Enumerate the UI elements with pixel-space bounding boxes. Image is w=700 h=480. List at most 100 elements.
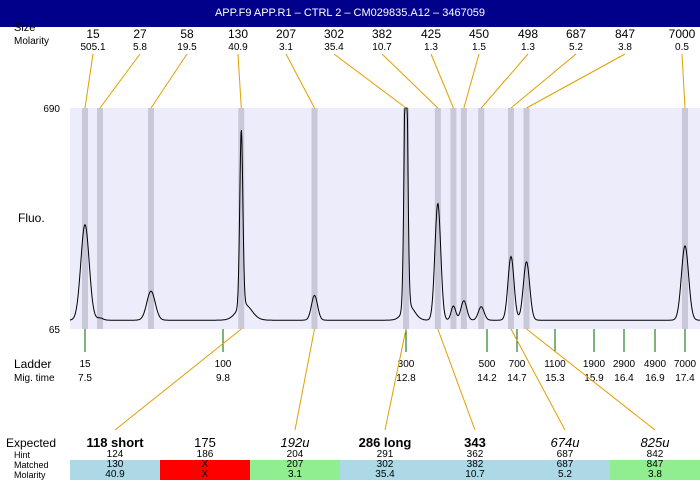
molarity-value: X: [201, 469, 209, 480]
ladder-size-label: 2900: [613, 359, 636, 370]
peak-leader: [480, 53, 529, 109]
peak-molarity-label: 5.8: [133, 42, 147, 53]
ladder-time-label: 16.9: [645, 373, 665, 384]
window-title: APP.F9 APP.R1 – CTRL 2 – CM029835.A12 – …: [214, 7, 486, 19]
expected-label: 175: [194, 435, 216, 450]
ladder-size-label: 7000: [674, 359, 697, 370]
peak-band-8: [460, 108, 467, 329]
matched-value: 687: [556, 459, 574, 470]
fluo-axis-label: Fluo.: [18, 211, 45, 225]
matched-value: 130: [106, 459, 124, 470]
peak-size-label: 498: [518, 27, 538, 41]
ladder-time-label: 12.8: [396, 373, 416, 384]
expected-label: 343: [464, 435, 486, 450]
matched-value: 302: [376, 459, 394, 470]
hint-value: 124: [106, 449, 124, 460]
expected-label: 286 long: [358, 435, 412, 450]
peak-leader: [150, 53, 188, 109]
peak-bands: [82, 108, 688, 329]
peak-leader: [237, 53, 242, 109]
peak-size-label: 207: [276, 27, 296, 41]
peak-leader: [510, 53, 577, 109]
peak-size-label: 15: [86, 27, 100, 41]
ladder-size-label: 1900: [583, 359, 606, 370]
molarity-value: 3.1: [288, 469, 302, 480]
ladder-size-label: 700: [509, 359, 526, 370]
peak-leader: [526, 53, 626, 109]
peak-size-label: 425: [421, 27, 441, 41]
peak-molarity-label: 40.9: [228, 42, 248, 53]
peak-size-label: 7000: [669, 27, 696, 41]
molarity-value: 40.9: [105, 469, 125, 480]
ladder-time-label: 15.9: [584, 373, 604, 384]
peak-band-0: [82, 108, 88, 329]
ladder-size-label: 100: [215, 359, 232, 370]
peak-molarity-label: 0.5: [675, 42, 689, 53]
expected-label: 192u: [280, 435, 310, 450]
ladder-size-label: 4900: [644, 359, 667, 370]
matched-cell-green: [610, 460, 700, 480]
peak-size-label: 450: [469, 27, 489, 41]
peak-molarity-label: 5.2: [569, 42, 583, 53]
hint-value: 291: [376, 449, 394, 460]
peak-band-11: [523, 108, 530, 329]
matched-value: 207: [286, 459, 304, 470]
expected-leader-4: [437, 328, 476, 431]
matched-value: X: [201, 459, 209, 470]
ladder-row-label: Ladder: [14, 357, 51, 371]
peak-band-4: [311, 108, 318, 329]
hint-value: 186: [196, 449, 214, 460]
ladder-size-label: 300: [398, 359, 415, 370]
expected-label: 118 short: [86, 435, 144, 450]
peak-leader: [681, 53, 686, 109]
peak-molarity-label: 3.1: [279, 42, 293, 53]
matched-cell-red: [160, 460, 250, 480]
peak-molarity-label: 505.1: [80, 42, 105, 53]
expected-label: 825u: [640, 435, 670, 450]
peak-leader: [285, 53, 315, 109]
ladder-time-label: 9.8: [216, 373, 230, 384]
matched-cell-blue: [430, 460, 520, 480]
ladder-time-label: 17.4: [675, 373, 695, 384]
peak-size-label: 302: [324, 27, 344, 41]
fluorescence-trace: [69, 107, 700, 321]
peak-band-6: [434, 108, 441, 329]
ladder-time-label: 16.4: [614, 373, 634, 384]
peak-molarity-label: 10.7: [372, 42, 392, 53]
hint-value: 842: [646, 449, 664, 460]
molarity-value: 10.7: [465, 469, 485, 480]
expected-label: 674u: [550, 435, 580, 450]
ladder-time-label: 14.2: [477, 373, 497, 384]
peak-size-label: 58: [180, 27, 194, 41]
peak-molarity-label: 19.5: [177, 42, 197, 53]
peak-molarity-label: 35.4: [324, 42, 344, 53]
peak-size-label: 687: [566, 27, 586, 41]
ladder-time-label: 15.3: [545, 373, 565, 384]
peak-band-10: [508, 108, 514, 329]
migtime-row-label: Mig. time: [14, 373, 55, 384]
matched-row-label: Matched: [14, 460, 49, 470]
peak-molarity-label: 3.8: [618, 42, 632, 53]
peak-band-3: [238, 108, 245, 329]
peak-band-1: [97, 108, 103, 329]
hint-value: 687: [556, 449, 574, 460]
peak-leader: [84, 53, 94, 109]
peak-molarity-label: 1.3: [521, 42, 535, 53]
molarity-value: 35.4: [375, 469, 395, 480]
hint-value: 362: [466, 449, 484, 460]
molarity2-row-label: Molarity: [14, 470, 46, 480]
plot-area: [70, 108, 700, 329]
molarity-value: 3.8: [648, 469, 662, 480]
ladder-time-label: 14.7: [507, 373, 527, 384]
expected-leader-0: [114, 328, 242, 431]
molarity-value: 5.2: [558, 469, 572, 480]
expected-leader-2: [294, 328, 315, 431]
peak-size-label: 382: [372, 27, 392, 41]
peak-band-12: [682, 108, 688, 329]
ladder-axis: 15 7.5 100 9.8 300 12.8 500 14.2 700 14.7 1100 15.3…: [78, 329, 697, 384]
peak-molarity-label: 1.3: [424, 42, 438, 53]
ladder-size-label: 15: [79, 359, 91, 370]
ladder-time-label: 7.5: [78, 373, 92, 384]
